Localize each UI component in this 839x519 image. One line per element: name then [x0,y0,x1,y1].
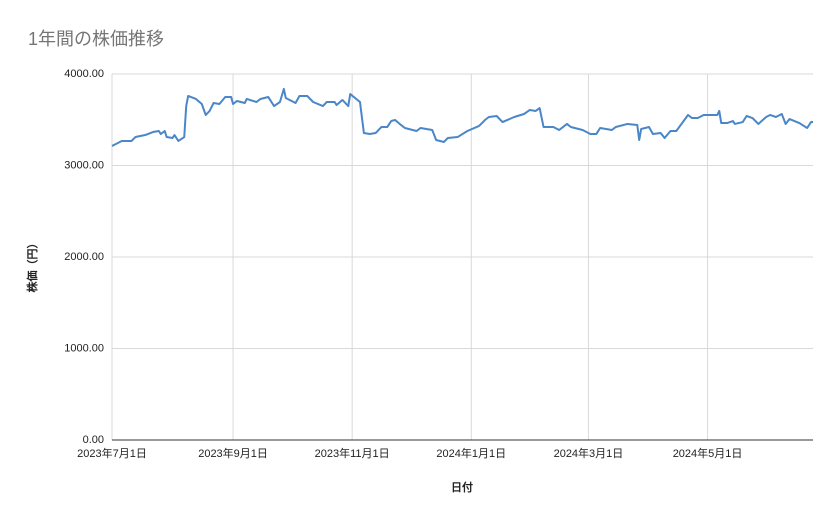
x-tick-label: 2024年5月1日 [673,446,743,460]
x-tick-label: 2023年9月1日 [198,446,268,460]
y-tick-label: 2000.00 [64,251,104,263]
y-tick-label: 0.00 [83,434,104,446]
x-tick-label: 2023年7月1日 [77,446,147,460]
y-tick-label: 3000.00 [64,159,104,171]
x-tick-label: 2023年11月1日 [315,446,390,460]
price-line [111,88,813,147]
y-axis-label: 株価（円） [25,238,39,293]
x-tick-label: 2024年1月1日 [436,446,506,460]
y-tick-label: 1000.00 [64,342,104,354]
chart-title: 1年間の株価推移 [28,29,164,49]
y-tick-label: 4000.00 [64,68,104,80]
x-tick-label: 2024年3月1日 [554,446,624,460]
x-axis-label: 日付 [451,480,473,494]
